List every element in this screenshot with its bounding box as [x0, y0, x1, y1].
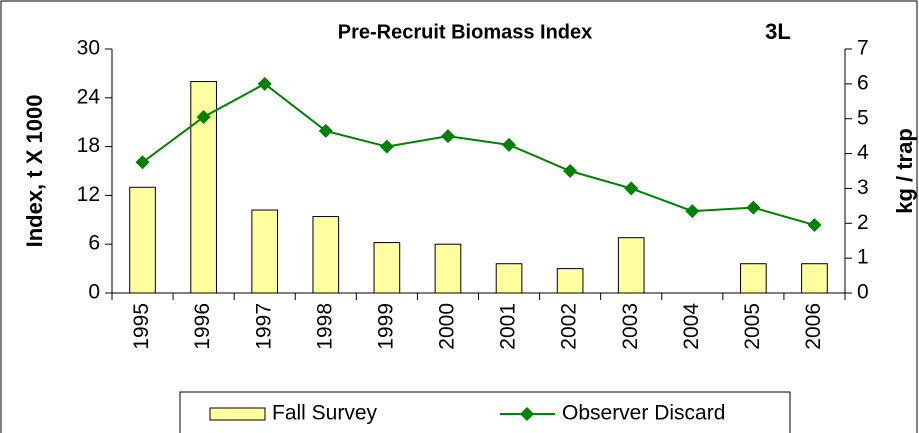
y-tick-label: 30	[77, 37, 100, 60]
bar	[740, 263, 767, 294]
marker	[135, 155, 150, 170]
annotation: 3L	[765, 19, 791, 44]
y2-tick-label: 3	[857, 176, 869, 199]
x-tick-label: 1998	[313, 303, 336, 350]
x-tick-label: 2003	[619, 303, 642, 350]
y2-tick-label: 1	[857, 246, 869, 269]
chart-title: Pre-Recruit Biomass Index	[338, 21, 593, 43]
marker	[746, 200, 761, 215]
x-tick-label: 1999	[374, 303, 397, 350]
bar	[801, 263, 828, 294]
x-tick-label: 2000	[436, 303, 459, 350]
marker	[685, 204, 700, 219]
bar	[129, 186, 156, 294]
marker	[379, 139, 394, 154]
y-tick-label: 0	[88, 281, 100, 304]
bar	[556, 268, 584, 294]
legend-swatch	[209, 407, 266, 421]
y2-tick-label: 7	[857, 37, 869, 60]
y2-tick-label: 2	[857, 211, 869, 234]
y-tick-label: 18	[77, 134, 100, 157]
y-tick-label: 6	[88, 232, 100, 255]
legend-marker	[520, 407, 534, 421]
y-tick-label: 12	[77, 183, 100, 206]
legend-label: Fall Survey	[272, 402, 378, 425]
y-tick-label: 24	[77, 85, 101, 108]
line	[141, 82, 815, 226]
bar	[251, 209, 279, 294]
marker	[257, 76, 272, 91]
bar	[495, 263, 523, 294]
x-tick-label: 2001	[497, 303, 520, 350]
bar	[312, 216, 340, 294]
y2-axis-label: kg / trap	[892, 128, 917, 214]
y2-tick-label: 6	[857, 71, 869, 94]
marker	[563, 164, 578, 178]
x-tick-label: 1995	[130, 303, 153, 350]
y2-tick-label: 5	[857, 106, 869, 129]
x-tick-label: 1996	[191, 303, 214, 350]
marker	[807, 218, 822, 233]
legend-box	[179, 391, 791, 433]
bar	[373, 242, 401, 294]
bar	[617, 237, 645, 294]
x-tick-label: 2006	[802, 303, 825, 350]
marker	[440, 129, 455, 144]
x-tick-label: 2002	[558, 303, 581, 350]
y-axis-label: Index, t X 1000	[22, 95, 47, 248]
bar	[434, 243, 462, 294]
x-tick-label: 2004	[680, 303, 703, 350]
x-tick-label: 1997	[252, 303, 275, 350]
y2-tick-label: 0	[857, 281, 869, 304]
marker	[318, 123, 333, 138]
legend-label: Observer Discard	[562, 402, 725, 425]
y2-tick-label: 4	[857, 141, 869, 164]
x-tick-label: 2005	[741, 303, 764, 350]
marker	[624, 181, 639, 196]
marker	[196, 109, 211, 124]
marker	[502, 137, 517, 152]
